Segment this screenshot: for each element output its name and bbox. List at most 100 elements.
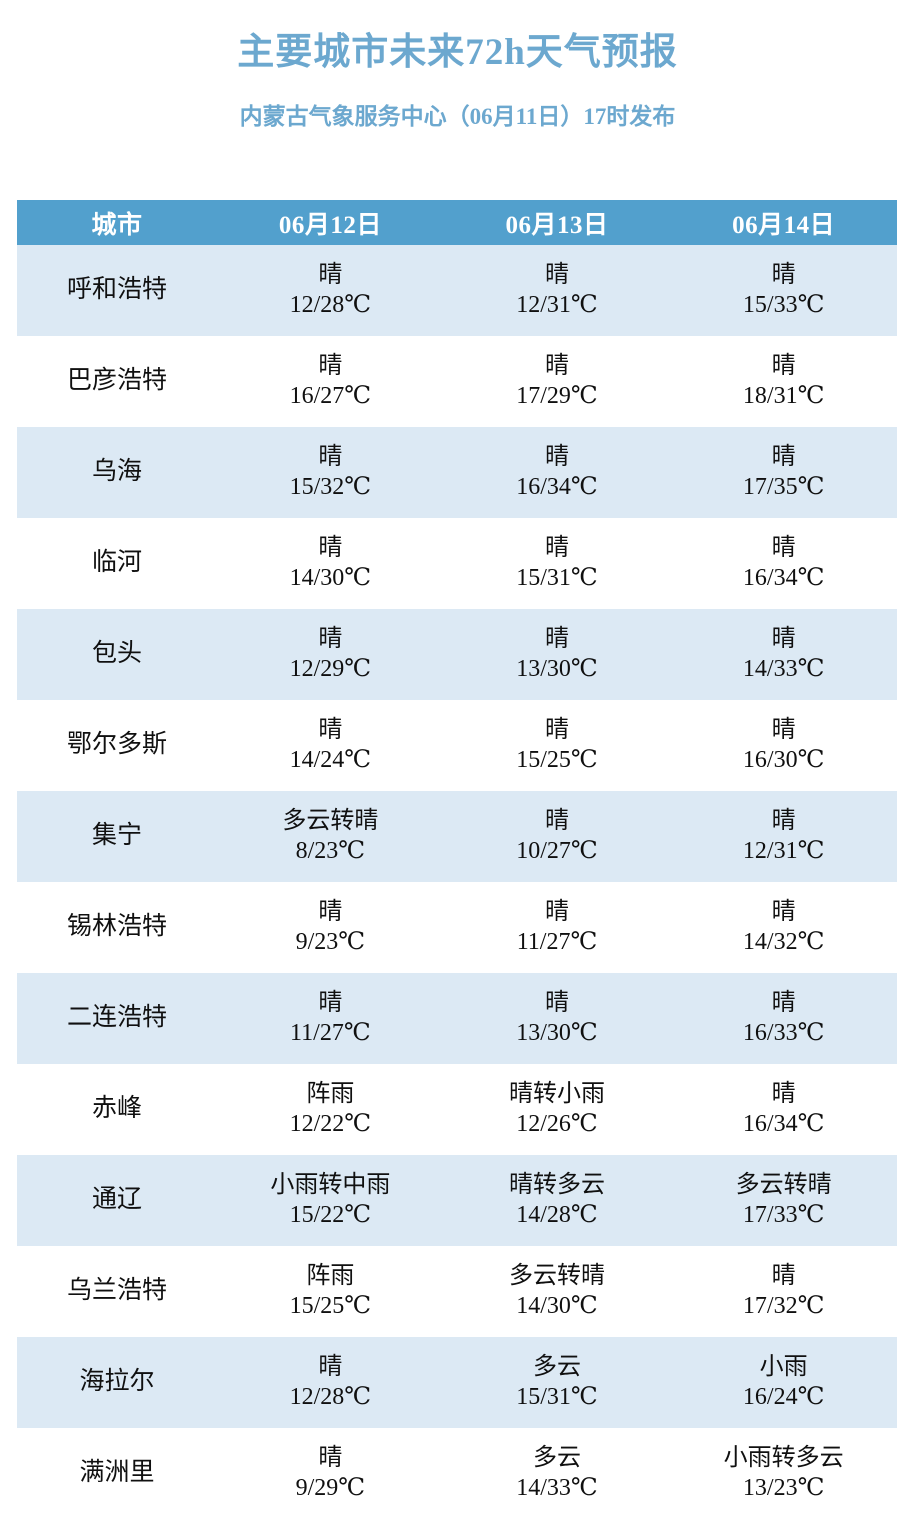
temperature-range: 16/34℃ bbox=[742, 1110, 825, 1137]
temperature-range: 12/28℃ bbox=[289, 291, 372, 318]
cell-day-2: 晴转小雨 12/26℃ bbox=[443, 1064, 671, 1155]
weather-condition: 小雨 bbox=[759, 1354, 808, 1381]
table-row: 临河晴 14/30℃ 晴 15/31℃ 晴 16/34℃ bbox=[17, 518, 897, 609]
temperature-range: 12/31℃ bbox=[516, 291, 598, 318]
cell-city: 海拉尔 bbox=[17, 1337, 218, 1428]
cell-day-3: 晴 15/33℃ bbox=[670, 245, 897, 336]
cell-day-3: 晴 16/33℃ bbox=[670, 973, 897, 1064]
cell-day-1: 阵雨 15/25℃ bbox=[217, 1246, 444, 1337]
temperature-range: 17/29℃ bbox=[516, 382, 598, 409]
cell-day-2: 晴转多云 14/28℃ bbox=[443, 1155, 671, 1246]
cell-city: 锡林浩特 bbox=[17, 882, 218, 973]
cell-city: 赤峰 bbox=[17, 1064, 218, 1155]
cell-city: 包头 bbox=[17, 609, 218, 700]
column-header-city: 城市 bbox=[17, 200, 218, 245]
temperature-range: 12/26℃ bbox=[516, 1110, 598, 1137]
cell-day-2: 晴 10/27℃ bbox=[443, 791, 671, 882]
cell-day-3: 晴 16/34℃ bbox=[670, 1064, 897, 1155]
table-header-row: 城市 06月12日 06月13日 06月14日 bbox=[17, 200, 897, 245]
cell-day-3: 晴 16/30℃ bbox=[670, 700, 897, 791]
cell-city: 二连浩特 bbox=[17, 973, 218, 1064]
temperature-range: 18/31℃ bbox=[742, 382, 825, 409]
cell-day-1: 晴 11/27℃ bbox=[217, 973, 444, 1064]
cell-day-2: 晴 15/25℃ bbox=[443, 700, 671, 791]
cell-day-2: 晴 12/31℃ bbox=[443, 245, 671, 336]
temperature-range: 9/29℃ bbox=[295, 1474, 366, 1501]
cell-day-3: 晴 14/33℃ bbox=[670, 609, 897, 700]
page-subtitle: 内蒙古气象服务中心（06月11日）17时发布 bbox=[239, 104, 676, 130]
cell-city: 满洲里 bbox=[17, 1428, 218, 1519]
temperature-range: 16/30℃ bbox=[742, 746, 825, 773]
table-row: 呼和浩特晴 12/28℃ 晴 12/31℃ 晴 15/33℃ bbox=[17, 245, 897, 336]
weather-condition: 晴 bbox=[771, 717, 796, 744]
cell-day-3: 晴 17/35℃ bbox=[670, 427, 897, 518]
cell-day-1: 晴 9/23℃ bbox=[217, 882, 444, 973]
weather-condition: 小雨转中雨 bbox=[270, 1172, 391, 1199]
weather-condition: 晴 bbox=[545, 990, 569, 1017]
weather-condition: 晴 bbox=[318, 535, 343, 562]
weather-condition: 晴转多云 bbox=[509, 1172, 605, 1199]
weather-condition: 多云转晴 bbox=[282, 808, 379, 835]
temperature-range: 16/33℃ bbox=[742, 1019, 825, 1046]
temperature-range: 14/30℃ bbox=[516, 1292, 598, 1319]
cell-city: 临河 bbox=[17, 518, 218, 609]
cell-day-1: 小雨转中雨 15/22℃ bbox=[217, 1155, 444, 1246]
weather-condition: 晴 bbox=[545, 899, 569, 926]
cell-day-3: 晴 18/31℃ bbox=[670, 336, 897, 427]
temperature-range: 12/28℃ bbox=[289, 1383, 372, 1410]
weather-condition: 阵雨 bbox=[306, 1263, 355, 1290]
temperature-range: 15/31℃ bbox=[516, 564, 598, 591]
temperature-range: 15/32℃ bbox=[289, 473, 372, 500]
table-row: 乌兰浩特 阵雨 15/25℃ 多云转晴 14/30℃ 晴 17/32℃ bbox=[17, 1246, 897, 1337]
cell-day-1: 晴 15/32℃ bbox=[217, 427, 444, 518]
temperature-range: 12/31℃ bbox=[742, 837, 825, 864]
weather-condition: 晴 bbox=[771, 990, 796, 1017]
temperature-range: 17/35℃ bbox=[742, 473, 825, 500]
weather-condition: 晴转小雨 bbox=[509, 1081, 605, 1108]
weather-condition: 晴 bbox=[545, 626, 569, 653]
temperature-range: 16/34℃ bbox=[516, 473, 598, 500]
cell-city: 巴彦浩特 bbox=[17, 336, 218, 427]
weather-condition: 晴 bbox=[545, 535, 569, 562]
temperature-range: 11/27℃ bbox=[516, 928, 598, 955]
temperature-range: 14/24℃ bbox=[289, 746, 372, 773]
weather-condition: 晴 bbox=[318, 353, 343, 380]
cell-city: 呼和浩特 bbox=[17, 245, 218, 336]
temperature-range: 16/34℃ bbox=[742, 564, 825, 591]
temperature-range: 10/27℃ bbox=[516, 837, 598, 864]
cell-city: 集宁 bbox=[17, 791, 218, 882]
temperature-range: 13/23℃ bbox=[742, 1474, 825, 1501]
temperature-range: 15/22℃ bbox=[289, 1201, 372, 1228]
weather-condition: 小雨转多云 bbox=[723, 1445, 844, 1472]
cell-city: 通辽 bbox=[17, 1155, 218, 1246]
weather-condition: 晴 bbox=[771, 626, 796, 653]
table-row: 巴彦浩特晴 16/27℃ 晴 17/29℃ 晴 18/31℃ bbox=[17, 336, 897, 427]
cell-day-1: 晴 12/28℃ bbox=[217, 1337, 444, 1428]
cell-day-2: 多云 15/31℃ bbox=[443, 1337, 671, 1428]
weather-condition: 晴 bbox=[771, 1081, 796, 1108]
cell-day-1: 晴 9/29℃ bbox=[217, 1428, 444, 1519]
cell-day-3: 晴 12/31℃ bbox=[670, 791, 897, 882]
temperature-range: 9/23℃ bbox=[295, 928, 366, 955]
temperature-range: 15/25℃ bbox=[516, 746, 598, 773]
cell-day-1: 晴 14/24℃ bbox=[217, 700, 444, 791]
weather-condition: 阵雨 bbox=[306, 1081, 355, 1108]
weather-condition: 晴 bbox=[771, 1263, 796, 1290]
temperature-range: 12/29℃ bbox=[289, 655, 372, 682]
table-row: 二连浩特晴 11/27℃ 晴 13/30℃ 晴 16/33℃ bbox=[17, 973, 897, 1064]
weather-condition: 晴 bbox=[771, 535, 796, 562]
cell-city: 乌兰浩特 bbox=[17, 1246, 218, 1337]
temperature-range: 14/30℃ bbox=[289, 564, 372, 591]
weather-condition: 晴 bbox=[318, 990, 343, 1017]
weather-condition: 晴 bbox=[545, 717, 569, 744]
weather-condition: 晴 bbox=[318, 1354, 343, 1381]
forecast-table: 城市 06月12日 06月13日 06月14日 呼和浩特晴 12/28℃ 晴 12/3… bbox=[17, 200, 897, 1519]
temperature-range: 13/30℃ bbox=[516, 655, 598, 682]
weather-condition: 多云转晴 bbox=[735, 1172, 832, 1199]
column-header-day-1: 06月12日 bbox=[217, 200, 444, 245]
temperature-range: 8/23℃ bbox=[295, 837, 366, 864]
weather-condition: 多云 bbox=[533, 1354, 581, 1381]
weather-condition: 晴 bbox=[318, 626, 343, 653]
cell-day-2: 晴 13/30℃ bbox=[443, 609, 671, 700]
